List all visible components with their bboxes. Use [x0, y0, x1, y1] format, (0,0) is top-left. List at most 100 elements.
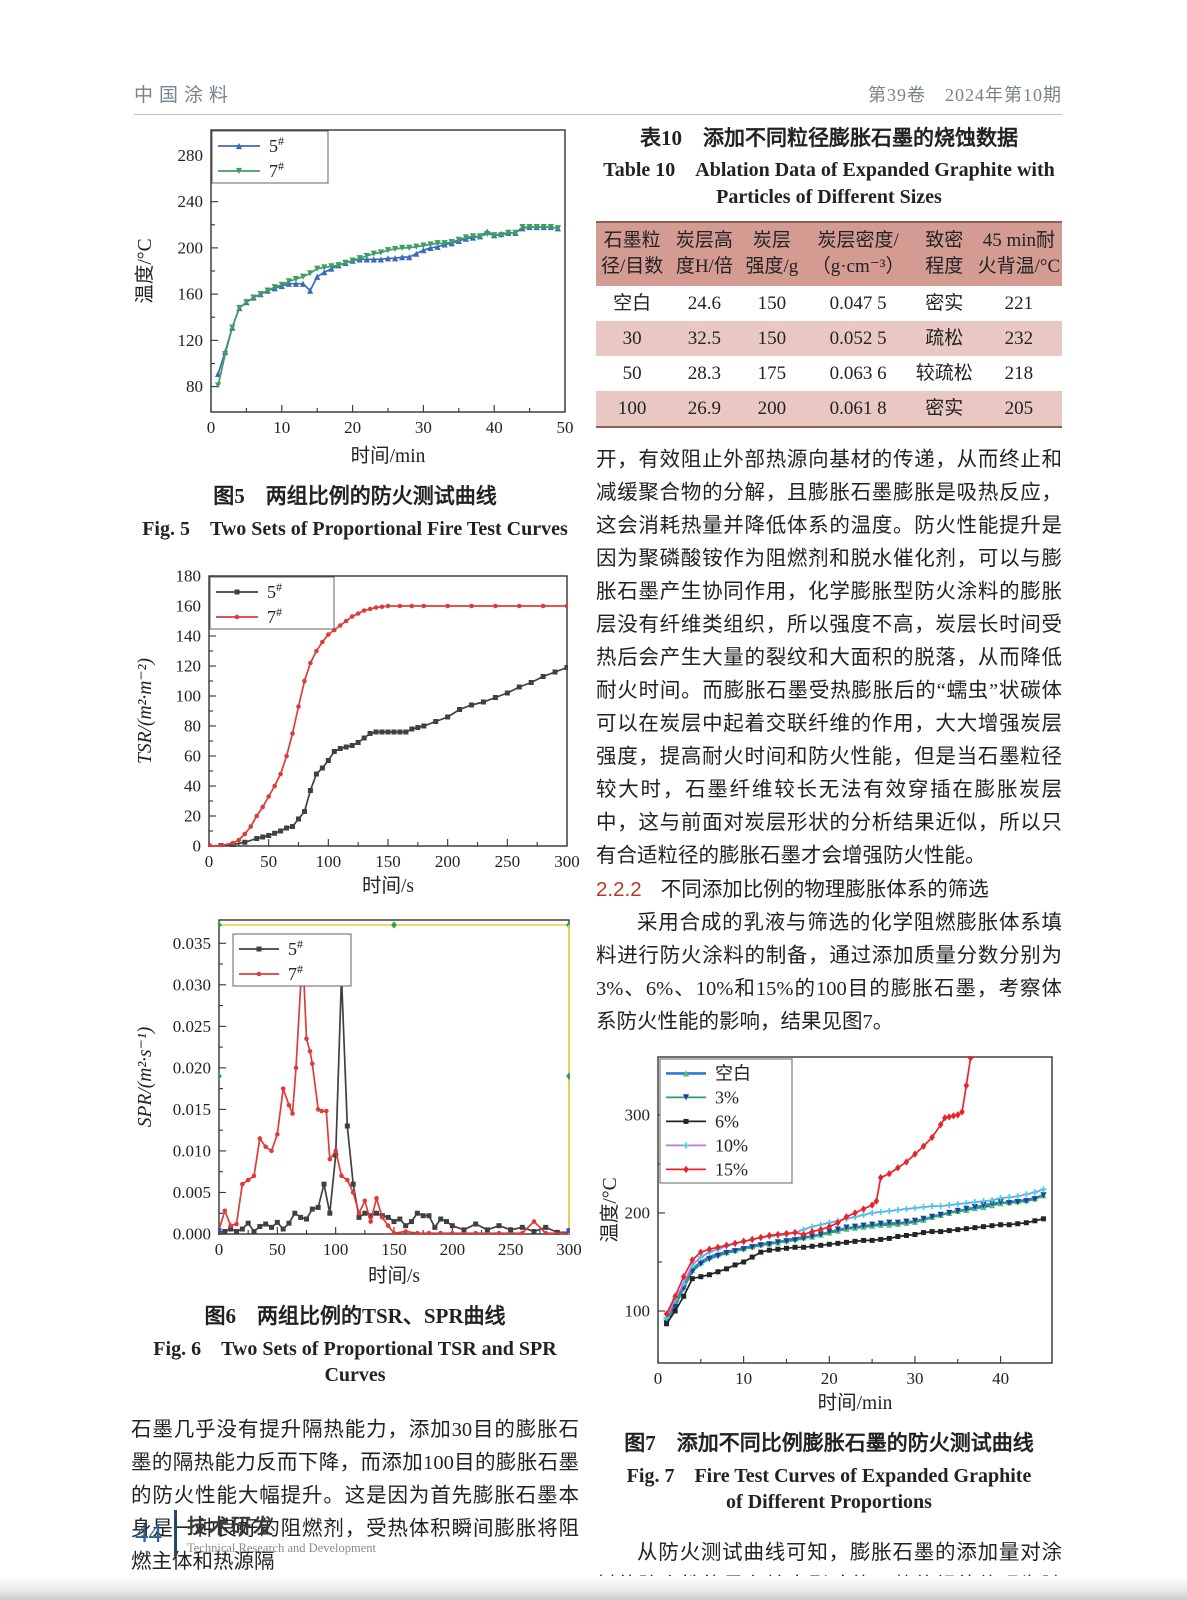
- right-column: 表10 添加不同粒径膨胀石墨的烧蚀数据 Table 10 Ablation Da…: [596, 122, 1062, 1600]
- svg-text:40: 40: [486, 418, 503, 437]
- page-number: 44: [135, 1517, 162, 1548]
- svg-text:200: 200: [435, 852, 461, 871]
- svg-text:120: 120: [176, 657, 202, 676]
- page-footer: 44 技术研发 Technical Research and Developme…: [135, 1510, 376, 1556]
- svg-text:时间/s: 时间/s: [368, 1265, 420, 1287]
- col-header: 炭层 强度/g: [745, 230, 799, 277]
- svg-text:180: 180: [176, 567, 202, 586]
- svg-text:温度/°C: 温度/°C: [134, 238, 156, 303]
- table-row: 100 26.9 200 0.061 8 密实 205: [596, 391, 1062, 427]
- svg-text:280: 280: [178, 146, 204, 165]
- fig6-caption-en: Fig. 6 Two Sets of Proportional TSR and …: [153, 1338, 557, 1386]
- svg-text:50: 50: [260, 852, 277, 871]
- svg-text:100: 100: [625, 1302, 651, 1321]
- cell: 218: [1004, 363, 1034, 384]
- section-title: 不同添加比例的物理膨胀体系的筛选: [660, 879, 989, 901]
- section-number: 2.2.2: [596, 878, 642, 901]
- svg-text:时间/s: 时间/s: [362, 875, 414, 897]
- svg-text:0.030: 0.030: [173, 975, 211, 994]
- table10: 石墨粒 径/目数 炭层高 度H/倍 炭层 强度/g 炭层密度/（g·cm⁻³） 致密程…: [596, 221, 1062, 428]
- cell: 205: [1004, 398, 1034, 419]
- svg-text:0: 0: [207, 418, 216, 437]
- cell: 0.061 8: [829, 398, 887, 419]
- page-bottom-shadow: [0, 1576, 1187, 1600]
- cell: 150: [757, 293, 787, 314]
- svg-text:0.020: 0.020: [173, 1058, 211, 1077]
- fig7-caption: 图7 添加不同比例膨胀石墨的防火测试曲线 Fig. 7 Fire Test Cu…: [596, 1427, 1062, 1515]
- svg-text:0: 0: [205, 852, 214, 871]
- svg-text:30: 30: [906, 1369, 923, 1388]
- cell: 密实: [925, 398, 964, 419]
- footer-section-en: Technical Research and Development: [187, 1541, 376, 1555]
- cell: 空白: [613, 293, 652, 314]
- fig7-chart: 0 10 20 30 40 100 200 300 时间/min 温度/°C 空白 3% 6% 10% 15…: [599, 1056, 1053, 1414]
- cell: 0.047 5: [829, 293, 887, 314]
- svg-text:40: 40: [184, 777, 201, 796]
- svg-text:20: 20: [821, 1369, 838, 1388]
- svg-text:120: 120: [178, 331, 204, 350]
- fig5-caption-zh: 图5 两组比例的防火测试曲线: [213, 484, 497, 508]
- svg-text:0: 0: [193, 837, 202, 856]
- cell: 50: [622, 363, 642, 384]
- svg-text:6%: 6%: [715, 1111, 739, 1131]
- cell: 26.9: [687, 398, 721, 419]
- cell: 0.052 5: [829, 328, 887, 349]
- issue-info: 第39卷 2024年第10期: [868, 85, 1062, 105]
- cell: 30: [622, 328, 642, 349]
- cell: 221: [1004, 293, 1034, 314]
- col-header: 炭层密度/（g·cm⁻³）: [811, 230, 905, 277]
- cell: 232: [1004, 328, 1034, 349]
- col-header: 45 min耐 火背温/°C: [977, 230, 1061, 277]
- body-paragraph-2: 采用合成的乳液与筛选的化学阻燃膨胀体系填料进行防火涂料的制备，通过添加质量分数分…: [596, 912, 1062, 1033]
- cell: 疏松: [925, 328, 964, 349]
- svg-text:空白: 空白: [715, 1063, 751, 1083]
- svg-text:0.025: 0.025: [173, 1017, 211, 1036]
- svg-text:15%: 15%: [715, 1159, 748, 1179]
- svg-text:300: 300: [556, 1240, 581, 1259]
- table-row: 空白 24.6 150 0.047 5 密实 221: [596, 286, 1062, 321]
- svg-text:140: 140: [176, 627, 202, 646]
- fig7-caption-en: Fig. 7 Fire Test Curves of Expanded Grap…: [626, 1465, 1032, 1513]
- svg-text:0: 0: [654, 1369, 663, 1388]
- body-paragraph-1: 开，有效阻止外部热源向基材的传递，从而终止和减缓聚合物的分解，且膨胀石墨膨胀是吸…: [596, 449, 1062, 867]
- table10-title-zh: 表10 添加不同粒径膨胀石墨的烧蚀数据: [640, 126, 1018, 150]
- svg-text:0.035: 0.035: [173, 934, 211, 953]
- svg-text:0.000: 0.000: [173, 1225, 211, 1244]
- svg-text:20: 20: [184, 807, 201, 826]
- svg-text:时间/min: 时间/min: [818, 1392, 893, 1414]
- svg-text:150: 150: [381, 1240, 407, 1259]
- svg-text:80: 80: [186, 377, 203, 396]
- svg-text:时间/min: 时间/min: [351, 445, 426, 467]
- svg-text:160: 160: [176, 597, 202, 616]
- svg-text:TSR/(m²·m⁻²): TSR/(m²·m⁻²): [135, 658, 156, 764]
- svg-text:10%: 10%: [715, 1135, 748, 1155]
- body-paragraph-left: 石墨几乎没有提升隔热能力，添加30目的膨胀石墨的隔热能力反而下降，而添加100目…: [131, 1419, 579, 1573]
- svg-text:0.005: 0.005: [173, 1183, 211, 1202]
- svg-text:150: 150: [375, 852, 401, 871]
- svg-text:温度/°C: 温度/°C: [599, 1177, 621, 1242]
- table10-title-en: Table 10 Ablation Data of Expanded Graph…: [603, 159, 1055, 208]
- svg-text:60: 60: [184, 747, 201, 766]
- svg-text:0.015: 0.015: [173, 1100, 211, 1119]
- svg-text:SPR/(m²·s⁻¹): SPR/(m²·s⁻¹): [135, 1027, 156, 1128]
- fig6-caption-zh: 图6 两组比例的TSR、SPR曲线: [204, 1304, 506, 1328]
- svg-text:100: 100: [316, 852, 342, 871]
- fig5-chart: 0 10 20 30 40 5080120160200240280时间/min温度/°C5…: [134, 129, 574, 467]
- svg-text:40: 40: [992, 1369, 1009, 1388]
- cell: 0.063 6: [829, 363, 887, 384]
- fig5-caption-en: Fig. 5 Two Sets of Proportional Fire Tes…: [142, 518, 568, 540]
- cell: 较疏松: [915, 363, 973, 384]
- svg-text:20: 20: [344, 418, 361, 437]
- table10-header-row: 石墨粒 径/目数 炭层高 度H/倍 炭层 强度/g 炭层密度/（g·cm⁻³） 致密程…: [596, 222, 1062, 286]
- svg-text:100: 100: [323, 1240, 349, 1259]
- left-column: 0 10 20 30 40 50 80 120 160 200 240 280 时间/min 温度/°C 5…: [131, 118, 581, 1579]
- page-header: 中国涂料 第39卷 2024年第10期: [134, 80, 1062, 115]
- svg-text:100: 100: [176, 687, 202, 706]
- svg-text:300: 300: [554, 852, 579, 871]
- cell: 28.3: [687, 363, 721, 384]
- table-row: 30 32.5 150 0.052 5 疏松 232: [596, 321, 1062, 356]
- col-header: 致密 程度: [925, 230, 964, 277]
- svg-text:240: 240: [178, 192, 204, 211]
- svg-text:200: 200: [440, 1240, 466, 1259]
